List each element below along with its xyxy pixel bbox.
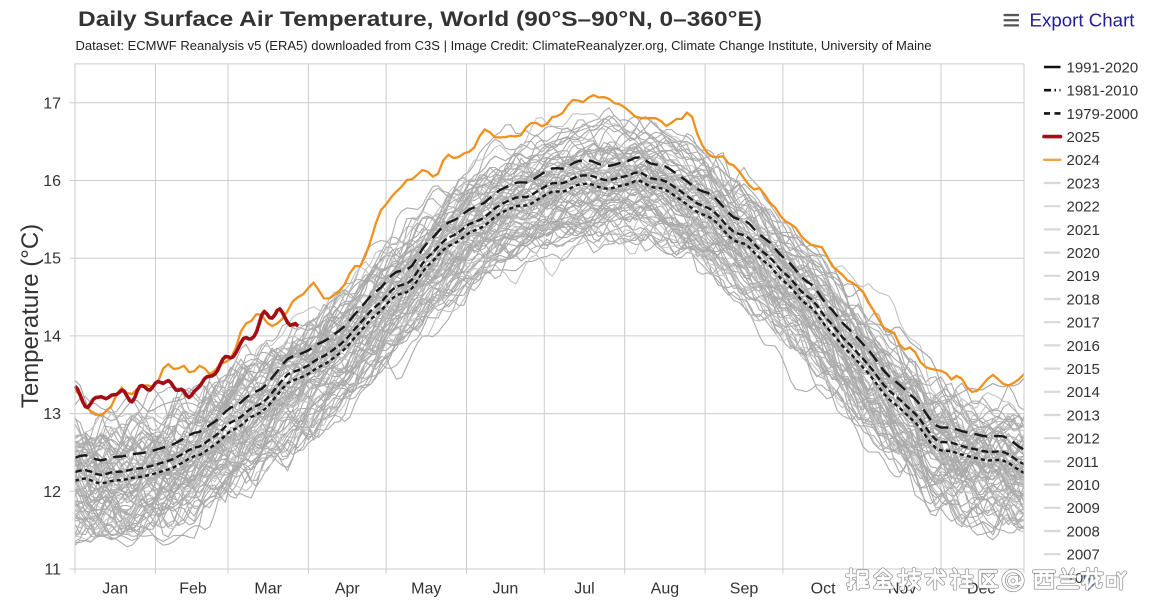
svg-text:2013: 2013 <box>1067 407 1100 424</box>
svg-text:15: 15 <box>43 251 61 268</box>
svg-text:2015: 2015 <box>1067 361 1100 378</box>
svg-text:2018: 2018 <box>1067 291 1100 308</box>
svg-text:2023: 2023 <box>1067 175 1100 192</box>
svg-text:14: 14 <box>43 328 61 345</box>
svg-text:2025: 2025 <box>1067 129 1100 146</box>
svg-text:Jun: Jun <box>493 581 519 598</box>
svg-text:2019: 2019 <box>1067 268 1100 285</box>
svg-text:2014: 2014 <box>1067 384 1100 401</box>
svg-text:Dataset: ECMWF Reanalysis v5 (: Dataset: ECMWF Reanalysis v5 (ERA5) down… <box>76 38 932 53</box>
svg-text:2017: 2017 <box>1067 315 1100 332</box>
svg-text:1979-2000: 1979-2000 <box>1067 106 1139 123</box>
svg-text:Apr: Apr <box>335 581 361 598</box>
svg-text:2016: 2016 <box>1067 338 1100 355</box>
svg-text:Jan: Jan <box>102 581 128 598</box>
svg-text:Sep: Sep <box>730 581 759 598</box>
svg-text:17: 17 <box>43 95 61 112</box>
svg-text:11: 11 <box>44 562 61 579</box>
svg-text:2007: 2007 <box>1067 547 1100 564</box>
svg-text:1981-2010: 1981-2010 <box>1067 83 1139 100</box>
svg-text:2012: 2012 <box>1067 431 1100 448</box>
svg-text:2011: 2011 <box>1067 454 1099 471</box>
svg-text:2022: 2022 <box>1067 199 1100 216</box>
svg-text:13: 13 <box>43 406 61 423</box>
svg-text:Export Chart: Export Chart <box>1030 10 1135 30</box>
svg-text:2008: 2008 <box>1067 523 1100 540</box>
svg-text:2009: 2009 <box>1067 500 1100 517</box>
svg-text:Feb: Feb <box>179 581 207 598</box>
svg-text:Oct: Oct <box>811 581 836 598</box>
svg-text:12: 12 <box>43 484 61 501</box>
svg-text:2024: 2024 <box>1067 152 1100 169</box>
svg-text:2010: 2010 <box>1067 477 1100 494</box>
svg-text:Daily Surface Air Temperature,: Daily Surface Air Temperature, World (90… <box>78 8 762 31</box>
svg-text:Jul: Jul <box>574 581 594 598</box>
svg-text:2020: 2020 <box>1067 245 1100 262</box>
svg-text:16: 16 <box>43 173 61 190</box>
svg-text:1991-2020: 1991-2020 <box>1067 59 1139 76</box>
svg-text:Aug: Aug <box>651 581 679 598</box>
svg-text:May: May <box>411 581 441 598</box>
svg-text:Mar: Mar <box>254 581 282 598</box>
svg-text:2021: 2021 <box>1067 222 1100 239</box>
svg-text:Temperature (°C): Temperature (°C) <box>17 224 44 408</box>
